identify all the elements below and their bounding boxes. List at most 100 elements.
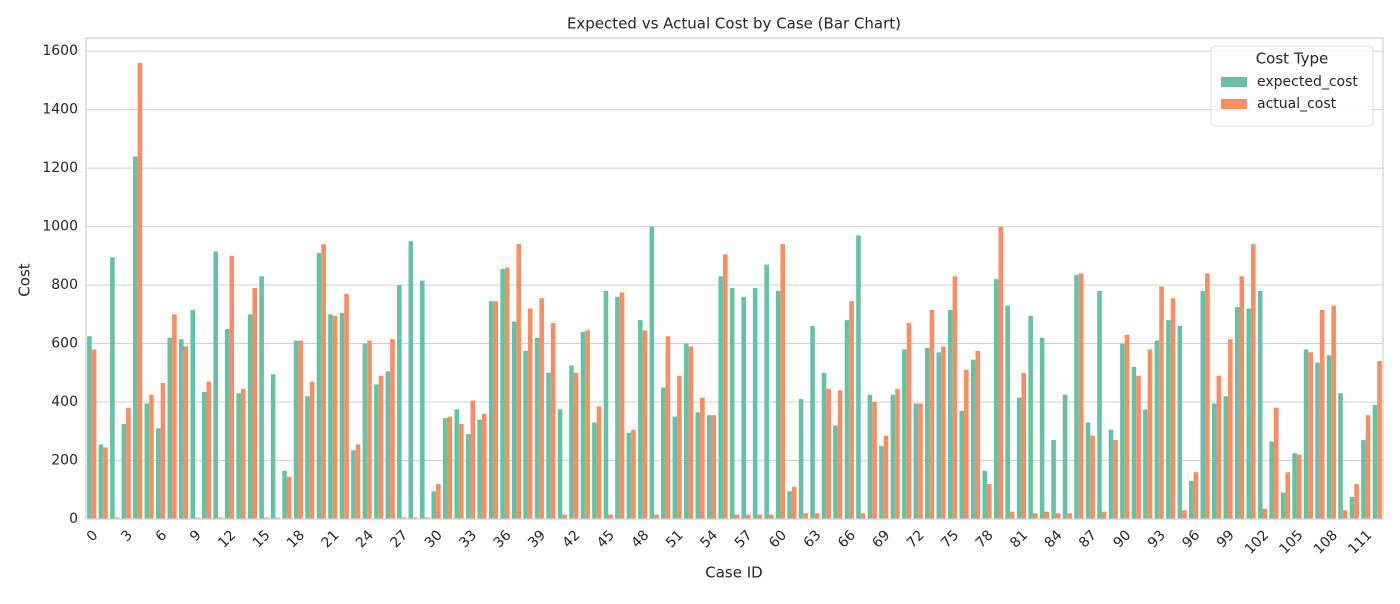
bar <box>477 419 482 519</box>
bar <box>390 339 395 519</box>
bar <box>1182 510 1187 519</box>
bar <box>1216 375 1222 519</box>
x-tick-label: 24 <box>353 527 377 551</box>
bar <box>236 393 241 519</box>
y-tick-label: 200 <box>51 453 78 469</box>
bar <box>867 394 873 519</box>
bar <box>1285 472 1291 519</box>
bar <box>1200 290 1206 519</box>
bar <box>592 422 597 519</box>
bar <box>378 375 384 519</box>
bar <box>401 517 407 519</box>
bar <box>1097 290 1102 519</box>
bar <box>103 447 108 519</box>
bar <box>1303 349 1309 519</box>
bar <box>936 352 942 519</box>
x-tick-label: 0 <box>84 527 102 545</box>
bar <box>688 346 694 519</box>
bar <box>1257 290 1263 519</box>
bar <box>286 476 292 519</box>
bar <box>126 407 131 519</box>
bar <box>1016 397 1022 519</box>
bar <box>1349 497 1355 519</box>
bar <box>321 244 326 519</box>
bar <box>1009 511 1015 519</box>
bar <box>1193 472 1199 519</box>
bar <box>729 288 735 519</box>
bar <box>527 308 533 519</box>
bar <box>1326 355 1332 519</box>
bar <box>952 276 958 519</box>
bar <box>397 285 402 519</box>
bar <box>695 412 701 519</box>
y-tick-label: 400 <box>51 394 78 410</box>
bar <box>546 372 551 519</box>
bar <box>895 388 900 519</box>
bar <box>826 388 831 519</box>
bar <box>723 254 728 519</box>
x-tick-label: 18 <box>284 527 308 551</box>
bar <box>240 388 246 519</box>
bar <box>1342 510 1348 519</box>
bar <box>190 309 196 519</box>
x-tick-label: 81 <box>1007 527 1031 551</box>
bar <box>1039 337 1045 519</box>
bar <box>1251 244 1256 519</box>
bar <box>1315 362 1320 519</box>
chart-title: Expected vs Actual Cost by Case (Bar Cha… <box>567 15 901 33</box>
bar <box>608 514 613 519</box>
bar <box>569 365 574 519</box>
bar <box>263 517 269 519</box>
bar <box>947 309 953 519</box>
bar <box>982 470 988 519</box>
x-tick-label: 42 <box>560 527 584 551</box>
y-tick-label: 0 <box>69 511 78 527</box>
y-axis-label: Cost <box>16 263 34 296</box>
plot-frame <box>85 37 1384 520</box>
bar <box>121 423 127 519</box>
bar <box>849 301 854 519</box>
bar <box>677 375 682 519</box>
bar <box>144 403 150 519</box>
bar <box>1108 429 1114 519</box>
bar <box>355 444 361 519</box>
bar <box>298 340 303 519</box>
bar <box>810 326 815 519</box>
bar <box>160 383 166 519</box>
bar <box>156 428 161 519</box>
bar <box>1269 441 1274 519</box>
bar <box>833 425 838 519</box>
bar <box>654 514 659 519</box>
x-tick-label: 102 <box>1242 527 1272 557</box>
bar <box>1124 334 1130 519</box>
bar <box>1361 440 1366 519</box>
x-tick-label: 99 <box>1214 527 1238 551</box>
bar <box>1170 298 1176 519</box>
x-tick-label: 108 <box>1311 527 1341 557</box>
bar <box>247 314 253 519</box>
bar <box>902 349 907 519</box>
bar <box>918 403 923 519</box>
x-tick-label: 66 <box>835 527 859 551</box>
x-tick-label: 36 <box>491 527 515 551</box>
bar <box>649 226 655 519</box>
x-tick-label: 45 <box>594 527 618 551</box>
x-tick-label: 111 <box>1345 527 1375 557</box>
bar <box>1067 513 1072 519</box>
bar <box>764 264 769 519</box>
x-tick-label: 60 <box>766 527 790 551</box>
bar <box>1177 326 1183 519</box>
bar <box>523 350 528 519</box>
bar <box>844 320 850 519</box>
bar <box>879 445 884 519</box>
bar <box>913 403 919 519</box>
bar <box>172 314 177 519</box>
bar <box>993 279 999 519</box>
y-tick-label: 1400 <box>42 102 78 118</box>
bar <box>500 268 505 519</box>
x-tick-label: 27 <box>387 527 411 551</box>
bar <box>1055 513 1061 519</box>
bar <box>856 235 861 519</box>
bar <box>1062 394 1068 519</box>
bar <box>195 517 200 519</box>
